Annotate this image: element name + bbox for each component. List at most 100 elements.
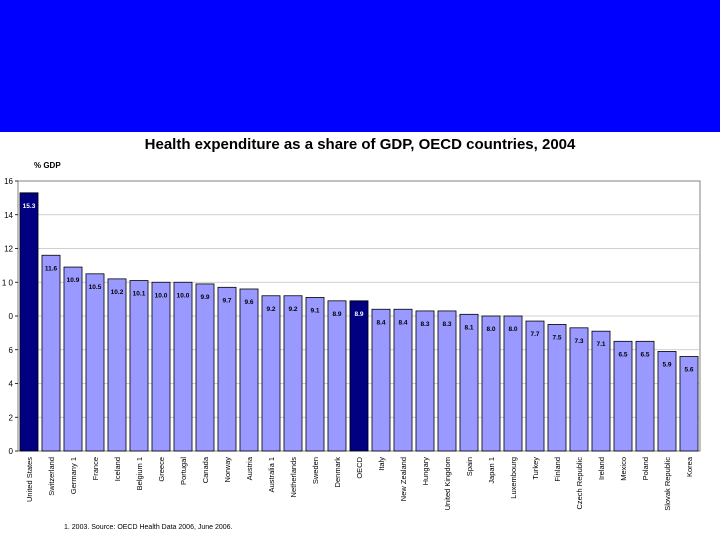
bar-germany-1: [63, 266, 83, 452]
bar-slovak-republic: [657, 351, 677, 452]
value-label: 8.1: [464, 324, 473, 331]
bar-united-kingdom: [437, 310, 457, 452]
value-label: 8.9: [354, 311, 363, 318]
value-label: 8.3: [420, 321, 429, 328]
bar-luxembourg: [503, 315, 523, 452]
bars: [19, 192, 699, 452]
value-label: 15.3: [23, 203, 36, 210]
x-tick-label: Canada: [201, 456, 210, 483]
value-label: 9.1: [310, 307, 319, 314]
bar-switzerland: [41, 254, 61, 452]
x-axis-ticks: United States Switzerland Germany 1 France I…: [25, 456, 694, 511]
x-tick-label: Ireland: [597, 457, 606, 480]
x-tick-label: Portugal: [179, 457, 188, 485]
bar-hungary: [415, 310, 435, 452]
bar-canada: [195, 283, 215, 452]
x-tick-label: Finland: [553, 457, 562, 482]
bar-new-zealand: [393, 308, 413, 452]
bar-japan-1: [481, 315, 501, 452]
bar-spain: [459, 313, 479, 452]
x-tick-label: Austria: [245, 456, 254, 480]
bar-ireland: [591, 330, 611, 452]
bar-netherlands: [283, 295, 303, 452]
x-tick-label: Italy: [377, 457, 386, 471]
x-tick-label: Denmark: [333, 457, 342, 488]
value-label: 10.2: [111, 289, 124, 296]
y-tick-label: 12: [4, 245, 13, 254]
bar-norway: [217, 286, 237, 452]
value-label: 8.3: [442, 321, 451, 328]
y-tick-label: 16: [4, 177, 13, 186]
x-tick-label: United Kingdom: [443, 457, 452, 510]
y-tick-label: 1 0: [2, 278, 14, 287]
value-label: 9.2: [288, 306, 297, 313]
bar-turkey: [525, 320, 545, 452]
x-tick-label: Hungary: [421, 457, 430, 486]
bar-belgium-1: [129, 280, 149, 452]
value-label: 7.3: [574, 338, 583, 345]
value-label: 9.6: [244, 299, 253, 306]
y-tick-label: 2: [9, 413, 14, 422]
y-tick-label: 0: [9, 447, 14, 456]
x-tick-label: Spain: [465, 457, 474, 476]
x-tick-label: Poland: [641, 457, 650, 480]
x-tick-label: Greece: [157, 457, 166, 482]
value-label: 10.9: [67, 277, 80, 284]
x-tick-label: New Zealand: [399, 457, 408, 501]
value-label: 9.9: [200, 294, 209, 301]
y-tick-label: 4: [9, 380, 14, 389]
bar-australia-1: [261, 295, 281, 452]
x-tick-label: Mexico: [619, 457, 628, 481]
x-tick-label: Luxembourg: [509, 457, 518, 499]
value-label: 6.5: [640, 351, 649, 358]
bar-czech-republic: [569, 327, 589, 452]
bar-iceland: [107, 278, 127, 452]
x-tick-label: Belgium 1: [135, 457, 144, 490]
value-label: 8.0: [508, 326, 517, 333]
value-label: 10.0: [177, 292, 190, 299]
x-tick-label: Turkey: [531, 457, 540, 480]
value-label: 7.5: [552, 334, 561, 341]
y-tick-label: 6: [9, 346, 14, 355]
x-tick-label: Japan 1: [487, 457, 496, 484]
value-label: 11.6: [45, 265, 58, 272]
x-tick-label: OECD: [355, 456, 364, 478]
value-label: 8.4: [398, 319, 407, 326]
bar-portugal: [173, 281, 193, 452]
x-tick-label: Iceland: [113, 457, 122, 481]
value-label: 5.6: [684, 367, 693, 374]
value-label: 9.7: [222, 297, 231, 304]
x-tick-label: Korea: [685, 456, 694, 477]
x-tick-label: Netherlands: [289, 457, 298, 498]
value-label: 9.2: [266, 306, 275, 313]
chart-title: Health expenditure as a share of GDP, OE…: [144, 136, 576, 153]
x-tick-label: Switzerland: [47, 457, 56, 496]
y-axis-ticks: 0 2 4 6 0 1 0 12 14 16: [2, 177, 18, 456]
y-tick-label: 14: [4, 211, 13, 220]
value-label: 10.5: [89, 284, 102, 291]
x-tick-label: Norway: [223, 457, 232, 483]
value-labels: 15.3 11.6 10.9 10.5 10.2 10.1 10.0 10.0 9.9 9.7 9.…: [23, 203, 694, 374]
bar-poland: [635, 340, 655, 452]
y-tick-label: 0: [9, 312, 14, 321]
bar-oecd: [349, 300, 369, 452]
value-label: 10.0: [155, 292, 168, 299]
title-banner: [0, 0, 720, 132]
x-tick-label: Czech Republic: [575, 457, 584, 510]
value-label: 8.9: [332, 311, 341, 318]
value-label: 5.9: [662, 361, 671, 368]
x-tick-label: Germany 1: [69, 457, 78, 494]
bar-sweden: [305, 297, 325, 452]
bar-italy: [371, 308, 391, 452]
bar-denmark: [327, 300, 347, 452]
bar-finland: [547, 324, 567, 452]
value-label: 7.1: [596, 341, 605, 348]
bar-korea: [679, 356, 699, 452]
y-axis-label: % GDP: [34, 161, 61, 170]
chart-footnote: 1. 2003. Source: OECD Health Data 2006, …: [64, 524, 233, 531]
value-label: 10.1: [133, 291, 146, 298]
bar-mexico: [613, 340, 633, 452]
x-tick-label: United States: [25, 457, 34, 502]
bar-greece: [151, 281, 171, 452]
